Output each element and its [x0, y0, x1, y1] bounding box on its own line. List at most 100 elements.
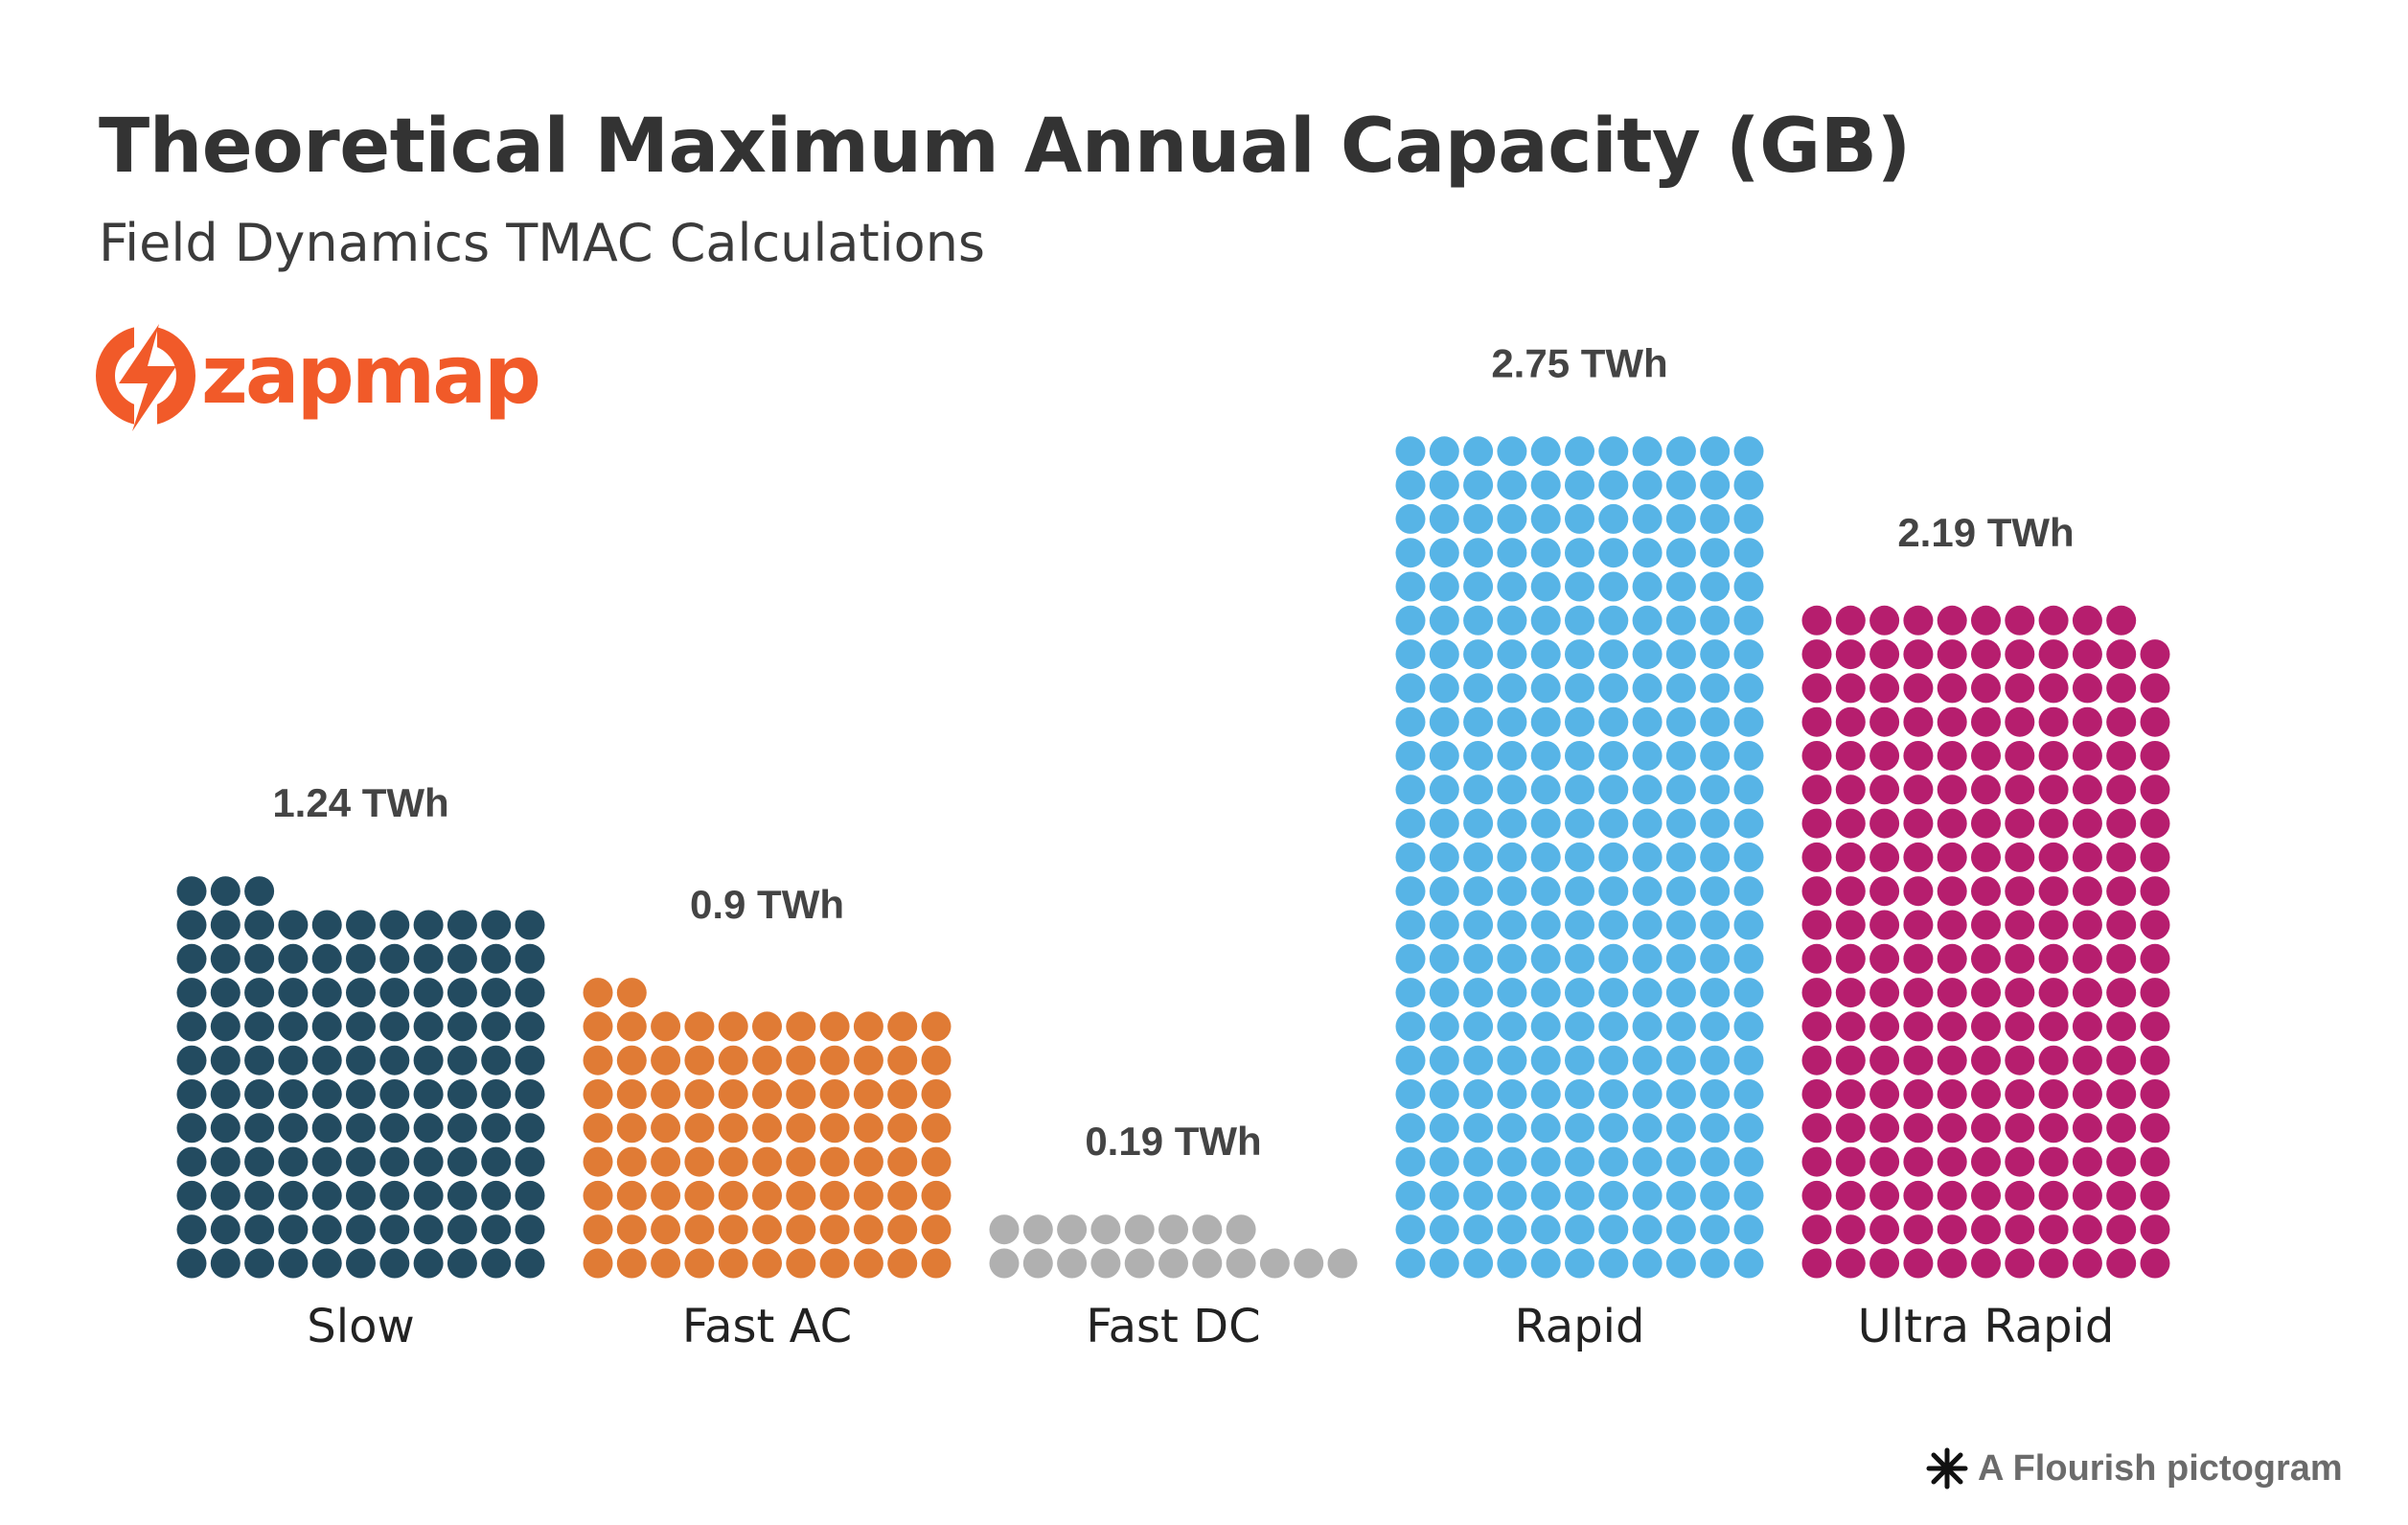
- pictogram-dot: [2106, 1079, 2137, 1109]
- pictogram-dot: [311, 978, 342, 1008]
- pictogram-dot: [447, 1011, 477, 1042]
- pictogram-dot: [1971, 1146, 2001, 1177]
- pictogram-dot: [1801, 774, 1832, 805]
- pictogram-dot: [819, 1214, 850, 1245]
- pictogram-dot: [1497, 978, 1527, 1008]
- pictogram-dot: [1700, 910, 1731, 940]
- pictogram-dot: [1903, 842, 1934, 872]
- pictogram-dot: [684, 1180, 715, 1211]
- pictogram-dot: [1226, 1248, 1256, 1279]
- bar-group-rapid[interactable]: 2.75 TWh Rapid: [1395, 340, 1764, 1353]
- pictogram-dot: [1937, 774, 1967, 805]
- pictogram-dot: [1395, 1045, 1426, 1075]
- pictogram-dot: [379, 943, 410, 974]
- pictogram-dot: [481, 943, 512, 974]
- pictogram-dot: [413, 1146, 444, 1177]
- pictogram-dot: [1835, 1214, 1866, 1245]
- pictogram-dot: [1903, 1079, 1934, 1109]
- pictogram-dot: [1022, 1214, 1053, 1245]
- pictogram-dot: [1395, 774, 1426, 805]
- pictogram-dot: [583, 1079, 613, 1109]
- flourish-credit[interactable]: A Flourish pictogram: [1926, 1447, 2343, 1490]
- pictogram-dot: [1971, 706, 2001, 737]
- pictogram-dot: [1327, 1248, 1358, 1279]
- pictogram-dot: [718, 1180, 748, 1211]
- value-label: 0.19 TWh: [1085, 1119, 1261, 1164]
- pictogram-dot: [1835, 1248, 1866, 1279]
- pictogram-dot: [1632, 741, 1663, 771]
- pictogram-dot: [515, 1079, 545, 1109]
- pictogram-dot: [481, 1248, 512, 1279]
- pictogram-dot: [583, 1011, 613, 1042]
- pictogram-dot: [1395, 503, 1426, 534]
- pictogram-dot: [1937, 1079, 1967, 1109]
- pictogram-dot: [278, 910, 309, 940]
- pictogram-dot: [2140, 1045, 2170, 1075]
- pictogram-dot: [2005, 605, 2035, 635]
- pictogram-dot: [752, 1045, 782, 1075]
- pictogram-dot: [651, 1045, 681, 1075]
- pictogram-dot: [651, 1214, 681, 1245]
- pictogram-dot: [244, 943, 275, 974]
- pictogram-dot: [176, 1113, 207, 1144]
- pictogram-dot: [786, 1214, 816, 1245]
- pictogram-dot: [481, 1045, 512, 1075]
- pictogram-dot: [752, 1011, 782, 1042]
- pictogram-dot: [1632, 1214, 1663, 1245]
- pictogram-dot: [1632, 1079, 1663, 1109]
- pictogram-dot: [379, 1113, 410, 1144]
- pictogram-dot: [2038, 639, 2069, 670]
- pictogram-dot: [413, 1180, 444, 1211]
- pictogram-dot: [1530, 706, 1561, 737]
- pictogram-dot: [1395, 1011, 1426, 1042]
- pictogram-dot: [1497, 470, 1527, 500]
- pictogram-dot: [651, 1180, 681, 1211]
- pictogram-dot: [819, 1248, 850, 1279]
- pictogram-dot: [1665, 1045, 1696, 1075]
- pictogram-dot: [1259, 1248, 1290, 1279]
- pictogram-dot: [1565, 1011, 1594, 1042]
- pictogram-dot: [176, 1045, 207, 1075]
- pictogram-dot: [1801, 1113, 1832, 1144]
- pictogram-dot: [1598, 470, 1629, 500]
- pictogram-dot: [1497, 1079, 1527, 1109]
- category-label: Fast DC: [1086, 1300, 1260, 1353]
- bar-group-slow[interactable]: 1.24 TWh Slow: [176, 780, 545, 1353]
- pictogram-dot: [1937, 706, 1967, 737]
- pictogram-dot: [819, 1079, 850, 1109]
- bar-group-fast-dc[interactable]: 0.19 TWh Fast DC: [989, 1119, 1358, 1353]
- pictogram-dot: [1903, 978, 1934, 1008]
- bar-group-ultra-rapid[interactable]: 2.19 TWh Ultra Rapid: [1801, 510, 2170, 1353]
- pictogram-dot: [2106, 774, 2137, 805]
- pictogram-dot: [853, 1079, 883, 1109]
- pictogram-dot: [1665, 741, 1696, 771]
- pictogram-dot: [1598, 673, 1629, 704]
- pictogram-dot: [1971, 842, 2001, 872]
- pictogram-dot: [1632, 538, 1663, 568]
- pictogram-dot: [2140, 774, 2170, 805]
- pictogram-dot: [1530, 842, 1561, 872]
- pictogram-dot: [2140, 842, 2170, 872]
- pictogram-dot: [921, 1180, 952, 1211]
- pictogram-dot: [1937, 1113, 1967, 1144]
- pictogram-dot: [1801, 741, 1832, 771]
- pictogram-dot: [1733, 639, 1764, 670]
- pictogram-dot: [786, 1113, 816, 1144]
- pictogram-dot: [1971, 1113, 2001, 1144]
- bar-group-fast-ac[interactable]: 0.9 TWh Fast AC: [583, 882, 952, 1353]
- pictogram-dot: [1565, 571, 1594, 602]
- pictogram-dot: [1869, 639, 1900, 670]
- pictogram-dot: [278, 1011, 309, 1042]
- pictogram-dot: [1565, 1079, 1594, 1109]
- pictogram-dot: [819, 1180, 850, 1211]
- pictogram-dot: [1598, 503, 1629, 534]
- pictogram-dot: [921, 1045, 952, 1075]
- pictogram-dot: [2038, 978, 2069, 1008]
- pictogram-dot: [1700, 1079, 1731, 1109]
- pictogram-dot: [2072, 978, 2102, 1008]
- pictogram-dot: [1801, 910, 1832, 940]
- pictogram-dot: [1801, 808, 1832, 839]
- pictogram-dot: [1429, 673, 1459, 704]
- pictogram-dot: [2038, 774, 2069, 805]
